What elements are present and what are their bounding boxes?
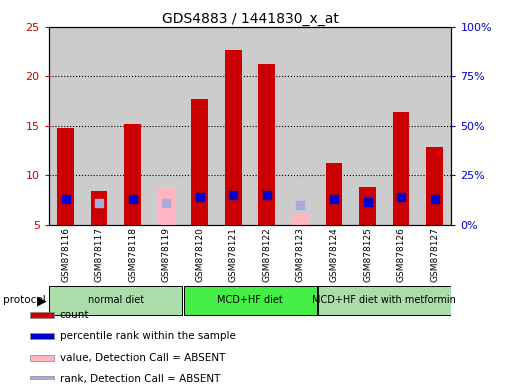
Bar [30, 312, 53, 318]
Text: GSM878116: GSM878116 [61, 227, 70, 282]
Point [162, 200, 170, 206]
Bar [317, 27, 351, 225]
Bar [426, 147, 443, 225]
Text: GSM878127: GSM878127 [430, 227, 439, 282]
Bar [384, 27, 418, 225]
Point [263, 192, 271, 198]
Text: GSM878121: GSM878121 [229, 227, 238, 282]
Bar [216, 27, 250, 225]
Bar [82, 27, 116, 225]
Text: percentile rank within the sample: percentile rank within the sample [60, 331, 235, 341]
Bar [149, 27, 183, 225]
Bar [225, 50, 242, 225]
Text: normal diet: normal diet [88, 295, 144, 306]
Bar [57, 128, 74, 225]
Text: GSM878120: GSM878120 [195, 227, 204, 282]
Bar [30, 333, 53, 339]
Bar [393, 112, 409, 225]
Text: protocol: protocol [3, 295, 45, 306]
Text: MCD+HF diet: MCD+HF diet [217, 295, 283, 306]
Bar [158, 188, 174, 225]
Bar [124, 124, 141, 225]
Bar [292, 214, 309, 225]
Bar [326, 163, 342, 225]
Point [95, 200, 103, 206]
Text: GSM878125: GSM878125 [363, 227, 372, 282]
FancyBboxPatch shape [318, 286, 451, 315]
Text: GSM878117: GSM878117 [94, 227, 104, 282]
Point [229, 192, 238, 198]
FancyBboxPatch shape [184, 286, 317, 315]
Bar [284, 27, 317, 225]
Text: GSM878118: GSM878118 [128, 227, 137, 282]
Bar [49, 27, 82, 225]
FancyBboxPatch shape [49, 286, 182, 315]
Bar [191, 99, 208, 225]
Bar [183, 27, 216, 225]
Bar [250, 27, 284, 225]
Title: GDS4883 / 1441830_x_at: GDS4883 / 1441830_x_at [162, 12, 339, 26]
Bar [116, 27, 149, 225]
Point [195, 194, 204, 200]
Bar [418, 27, 451, 225]
Bar [30, 376, 53, 382]
Text: GSM878122: GSM878122 [262, 227, 271, 282]
Point [129, 195, 137, 202]
Bar [30, 355, 53, 361]
Point [62, 196, 70, 202]
Point [397, 194, 405, 200]
Text: MCD+HF diet with metformin: MCD+HF diet with metformin [312, 295, 456, 306]
Bar [91, 191, 107, 225]
Point [297, 202, 305, 208]
Text: GSM878126: GSM878126 [397, 227, 406, 282]
Point [363, 199, 371, 205]
Point [430, 196, 439, 202]
Text: ▶: ▶ [37, 294, 47, 307]
Text: GSM878123: GSM878123 [296, 227, 305, 282]
Bar [351, 27, 384, 225]
Text: count: count [60, 310, 89, 320]
Bar [259, 65, 275, 225]
Text: GSM878119: GSM878119 [162, 227, 171, 282]
Bar [359, 187, 376, 225]
Text: rank, Detection Call = ABSENT: rank, Detection Call = ABSENT [60, 374, 220, 384]
Text: value, Detection Call = ABSENT: value, Detection Call = ABSENT [60, 353, 225, 363]
Text: GSM878124: GSM878124 [329, 227, 339, 282]
Point [330, 196, 338, 202]
